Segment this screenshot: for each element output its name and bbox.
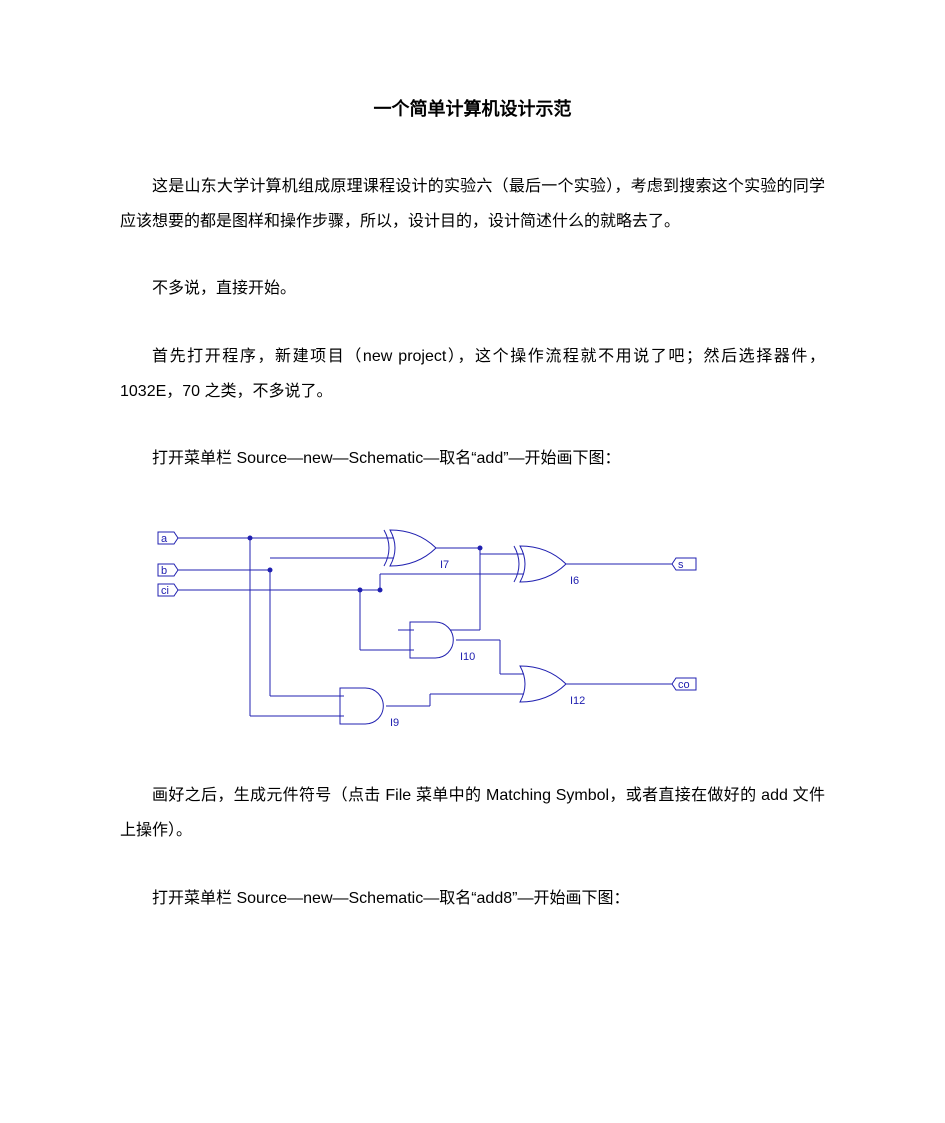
svg-text:I12: I12 xyxy=(570,695,585,707)
paragraph-4: 打开菜单栏 Source—new—Schematic—取名“add”—开始画下图… xyxy=(120,441,825,476)
schematic-add: a b ci s co I7 I6 I10 I9 I12 xyxy=(150,508,825,738)
paragraph-2: 不多说，直接开始。 xyxy=(120,271,825,306)
svg-text:a: a xyxy=(161,533,168,545)
svg-text:co: co xyxy=(678,679,690,691)
svg-text:ci: ci xyxy=(161,585,169,597)
schematic-svg: a b ci s co I7 I6 I10 I9 I12 xyxy=(150,508,710,738)
paragraph-3: 首先打开程序，新建项目（new project），这个操作流程就不用说了吧；然后… xyxy=(120,339,825,409)
svg-text:I10: I10 xyxy=(460,651,475,663)
paragraph-5: 画好之后，生成元件符号（点击 File 菜单中的 Matching Symbol… xyxy=(120,778,825,848)
svg-text:I9: I9 xyxy=(390,717,399,729)
svg-text:b: b xyxy=(161,565,167,577)
svg-text:I6: I6 xyxy=(570,575,579,587)
svg-text:s: s xyxy=(678,559,684,571)
svg-text:I7: I7 xyxy=(440,559,449,571)
paragraph-6: 打开菜单栏 Source—new—Schematic—取名“add8”—开始画下… xyxy=(120,881,825,916)
page-title: 一个简单计算机设计示范 xyxy=(120,95,825,121)
paragraph-1: 这是山东大学计算机组成原理课程设计的实验六（最后一个实验），考虑到搜索这个实验的… xyxy=(120,169,825,239)
